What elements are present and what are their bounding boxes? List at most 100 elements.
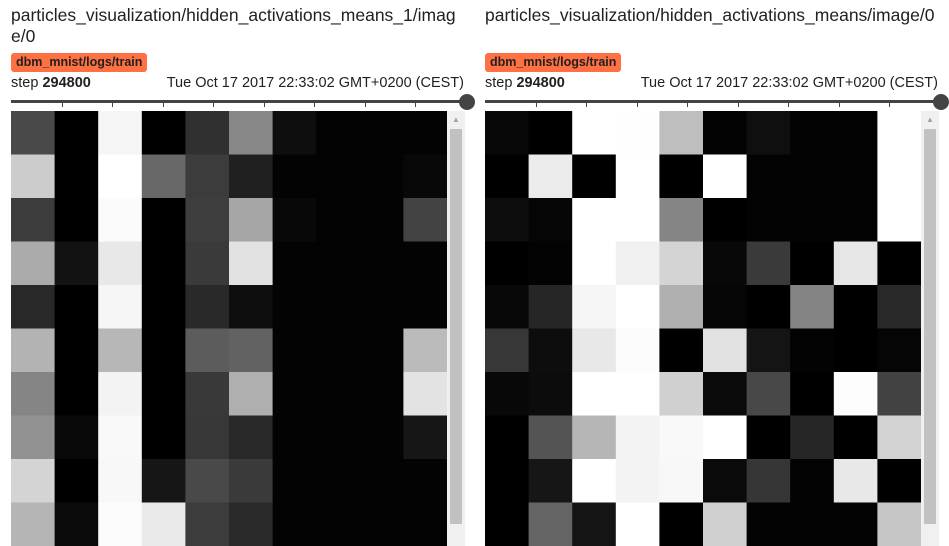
activation-cell [790, 415, 835, 460]
run-badge: dbm_mnist/logs/train [485, 53, 622, 72]
activation-cell [11, 502, 56, 546]
activation-cell [659, 285, 704, 330]
slider-tick [162, 102, 164, 107]
activation-cell [746, 111, 791, 156]
image-viewport[interactable]: ▲ [11, 111, 465, 546]
activation-cell [572, 415, 617, 460]
activation-cell [316, 502, 361, 546]
vertical-scrollbar[interactable]: ▲ [447, 111, 465, 546]
activation-cell [98, 241, 143, 286]
vertical-scrollbar[interactable]: ▲ [921, 111, 939, 546]
activation-cell [185, 111, 230, 156]
activation-cell [11, 154, 56, 199]
card-title: particles_visualization/hidden_activatio… [11, 5, 456, 46]
activation-cell [790, 328, 835, 373]
activation-cell [790, 372, 835, 417]
activation-cell [98, 111, 143, 156]
activation-cell [359, 459, 404, 504]
activation-cell [703, 285, 748, 330]
activation-cell [11, 111, 56, 156]
activation-cell [746, 198, 791, 243]
activation-cell [703, 502, 748, 546]
activation-cell [229, 111, 274, 156]
activation-cell [98, 459, 143, 504]
activation-cell [54, 198, 99, 243]
activation-cell [485, 459, 530, 504]
activation-cell [359, 154, 404, 199]
slider-thumb[interactable] [459, 94, 475, 110]
slider-tick [415, 102, 416, 107]
activation-cell [703, 111, 748, 156]
step-slider[interactable] [485, 94, 949, 110]
activation-cell [185, 372, 230, 417]
activation-cell [272, 111, 317, 156]
scrollbar-thumb[interactable] [450, 129, 462, 524]
activation-cell [833, 328, 878, 373]
scroll-up-arrow-icon[interactable]: ▲ [452, 115, 460, 124]
activation-cell [316, 154, 361, 199]
activation-cell [485, 285, 530, 330]
activation-cell [485, 154, 530, 199]
scrollbar-thumb[interactable] [924, 129, 936, 524]
activation-cell [790, 459, 835, 504]
slider-tick [838, 102, 840, 107]
activation-cell [615, 198, 660, 243]
activation-cell [272, 502, 317, 546]
activation-cell [528, 328, 573, 373]
activation-cell [98, 502, 143, 546]
activation-cell [833, 241, 878, 286]
slider-track[interactable] [11, 100, 467, 103]
activation-cell [572, 328, 617, 373]
activation-cell [141, 111, 186, 156]
activation-cell [833, 198, 878, 243]
activation-cell [359, 328, 404, 373]
activation-cell [833, 154, 878, 199]
activation-cell [528, 415, 573, 460]
activation-cell [746, 241, 791, 286]
slider-tick [889, 102, 890, 107]
activation-cell [359, 372, 404, 417]
activation-cell [528, 285, 573, 330]
activation-cell [141, 459, 186, 504]
image-card: particles_visualization/hidden_activatio… [474, 0, 949, 546]
activation-cell [790, 154, 835, 199]
activation-cell [141, 241, 186, 286]
scroll-up-arrow-icon[interactable]: ▲ [926, 115, 934, 124]
activation-cell [185, 154, 230, 199]
activation-cell [185, 415, 230, 460]
activation-cell [403, 459, 447, 504]
activation-cell [790, 502, 835, 546]
activation-cell [833, 111, 878, 156]
activation-cell [359, 241, 404, 286]
slider-thumb[interactable] [933, 94, 949, 110]
activation-cell [703, 372, 748, 417]
activation-cell [403, 415, 447, 460]
activation-cell [54, 285, 99, 330]
activation-cell [54, 459, 99, 504]
card-title: particles_visualization/hidden_activatio… [485, 5, 935, 25]
activation-cell [54, 328, 99, 373]
activation-cell [229, 459, 274, 504]
activation-cell [272, 459, 317, 504]
slider-track[interactable] [485, 100, 941, 103]
activation-cell [572, 111, 617, 156]
activation-cell [572, 459, 617, 504]
activation-cell [703, 328, 748, 373]
activation-cell [746, 459, 791, 504]
activation-cell [185, 328, 230, 373]
activation-cell [528, 198, 573, 243]
activation-cell [141, 502, 186, 546]
slider-tick [737, 102, 739, 107]
activation-cell [316, 285, 361, 330]
step-value: 294800 [42, 75, 91, 91]
step-slider[interactable] [11, 94, 475, 110]
activation-cell [833, 285, 878, 330]
activation-cell [272, 372, 317, 417]
activation-cell [746, 328, 791, 373]
activation-cell [272, 198, 317, 243]
timestamp: Tue Oct 17 2017 22:33:02 GMT+0200 (CEST) [166, 75, 464, 91]
activation-cell [877, 241, 921, 286]
activation-cell [359, 111, 404, 156]
image-viewport[interactable]: ▲ [485, 111, 939, 546]
activation-cell [185, 502, 230, 546]
